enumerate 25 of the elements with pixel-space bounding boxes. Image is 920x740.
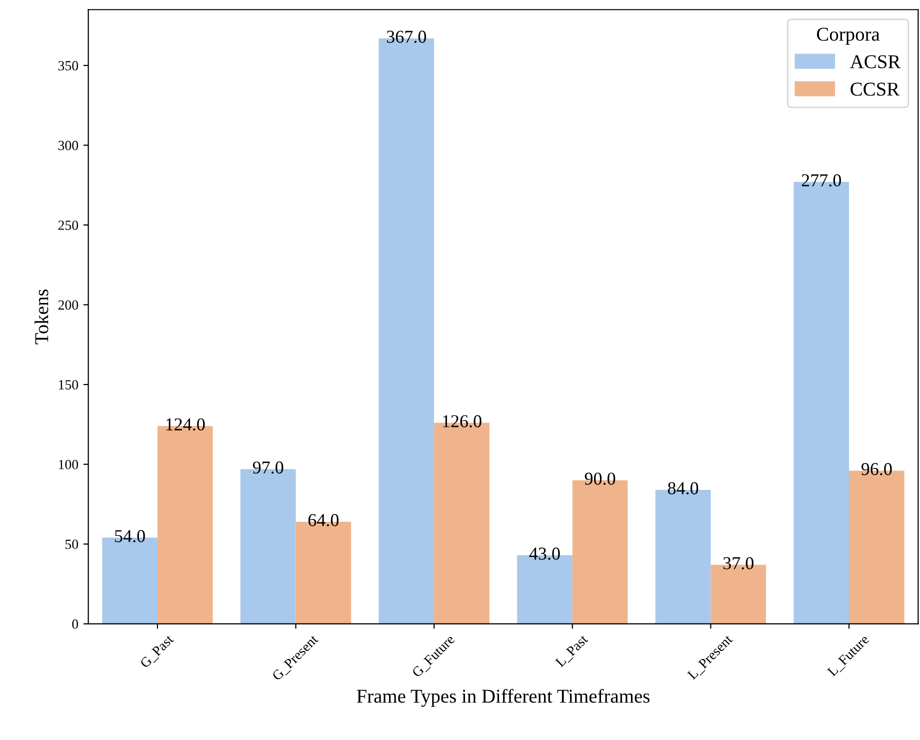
y-tick-label: 100 — [58, 460, 78, 470]
data-label: 97.0 — [252, 461, 284, 474]
data-label: 54.0 — [115, 530, 145, 542]
y-tick-label: 150 — [58, 380, 78, 390]
data-label: 96.0 — [861, 463, 892, 476]
y-tick-label: 0 — [72, 619, 78, 629]
y-tick-label: 300 — [58, 140, 78, 150]
data-label: 90.0 — [584, 472, 616, 485]
data-label: 43.0 — [529, 548, 560, 560]
legend-title: Corpora — [816, 28, 880, 45]
data-label: 277.0 — [802, 174, 841, 187]
data-label: 84.0 — [668, 482, 698, 494]
data-label: 367.0 — [386, 30, 426, 43]
data-label: 124.0 — [166, 418, 205, 431]
legend-label: CCSR — [850, 82, 900, 96]
y-tick-label: 250 — [58, 220, 78, 230]
y-tick-label: 200 — [58, 300, 78, 310]
y-axis-title: Tokens — [34, 289, 48, 344]
data-label: 37.0 — [723, 557, 754, 570]
data-label: 64.0 — [308, 514, 339, 526]
data-label: 126.0 — [443, 415, 482, 428]
legend-label: ACSR — [850, 55, 901, 68]
y-tick-label: 50 — [66, 540, 78, 550]
x-axis-title: Frame Types in Different Timeframes — [356, 688, 650, 707]
y-tick-label: 350 — [58, 61, 78, 70]
